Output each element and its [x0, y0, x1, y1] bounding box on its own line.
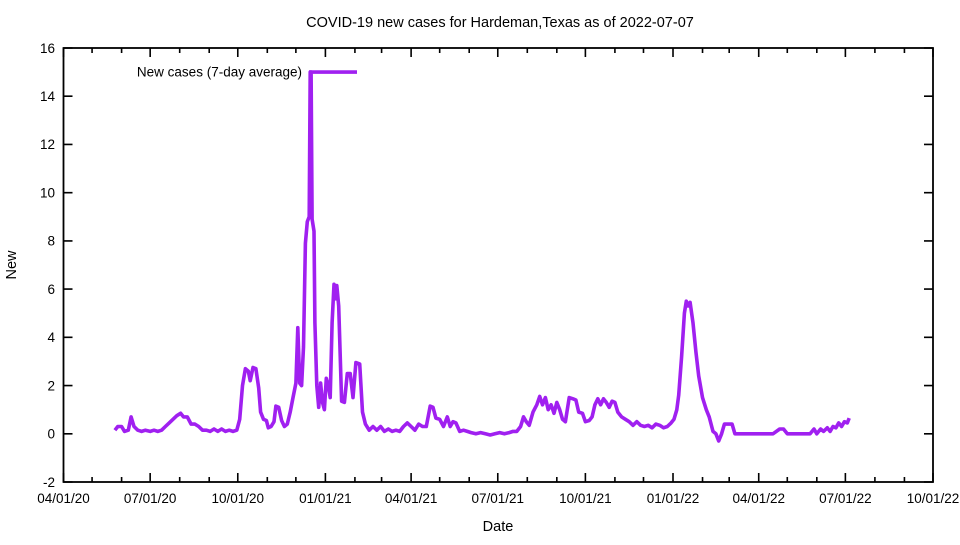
y-tick-labels: -2 0 2 4 6 8 10 12 14 16 — [40, 41, 56, 490]
y-tick-label: 4 — [47, 330, 55, 345]
y-tick-label: 14 — [40, 89, 56, 104]
x-tick-label: 07/01/21 — [471, 491, 524, 506]
x-tick-label: 04/01/20 — [37, 491, 90, 506]
x-tick-label: 10/01/20 — [211, 491, 264, 506]
y-tick-label: 2 — [47, 378, 55, 393]
y-tick-label: 12 — [40, 137, 55, 152]
x-axis-label: Date — [483, 519, 514, 535]
plot-border — [62, 47, 934, 483]
chart-title: COVID-19 new cases for Hardeman,Texas as… — [306, 15, 694, 31]
x-tick-label: 10/01/21 — [559, 491, 612, 506]
x-tick-labels: 04/01/20 07/01/20 10/01/20 01/01/21 04/01/21… — [37, 491, 959, 506]
y-tick-label: 0 — [47, 427, 55, 442]
x-tick-label: 01/01/21 — [299, 491, 352, 506]
y-tick-label: 10 — [40, 185, 55, 200]
x-tick-label: 01/01/22 — [647, 491, 700, 506]
y-tick-label: 6 — [47, 282, 55, 297]
x-tick-label: 04/01/22 — [732, 491, 785, 506]
axis-ticks — [62, 47, 934, 483]
y-axis-label: New — [4, 250, 20, 280]
x-tick-label: 10/01/22 — [907, 491, 960, 506]
series-line — [113, 70, 851, 443]
y-tick-label: -2 — [43, 475, 55, 490]
y-tick-label: 16 — [40, 41, 55, 56]
y-tick-label: 8 — [47, 234, 55, 249]
x-tick-label: 07/01/20 — [124, 491, 177, 506]
x-tick-label: 07/01/22 — [819, 491, 872, 506]
x-tick-label: 04/01/21 — [385, 491, 438, 506]
legend-label: New cases (7-day average) — [137, 65, 302, 80]
